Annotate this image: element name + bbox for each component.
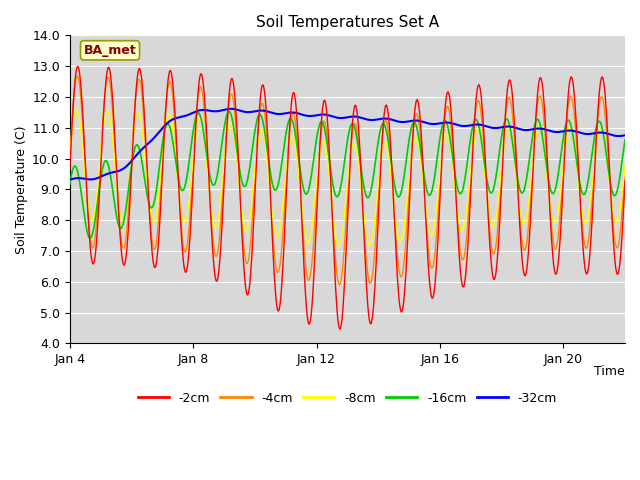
Legend: -2cm, -4cm, -8cm, -16cm, -32cm: -2cm, -4cm, -8cm, -16cm, -32cm	[132, 386, 562, 409]
Title: Soil Temperatures Set A: Soil Temperatures Set A	[256, 15, 439, 30]
Y-axis label: Soil Temperature (C): Soil Temperature (C)	[15, 125, 28, 253]
Text: BA_met: BA_met	[84, 44, 136, 57]
Text: Time: Time	[595, 365, 625, 378]
